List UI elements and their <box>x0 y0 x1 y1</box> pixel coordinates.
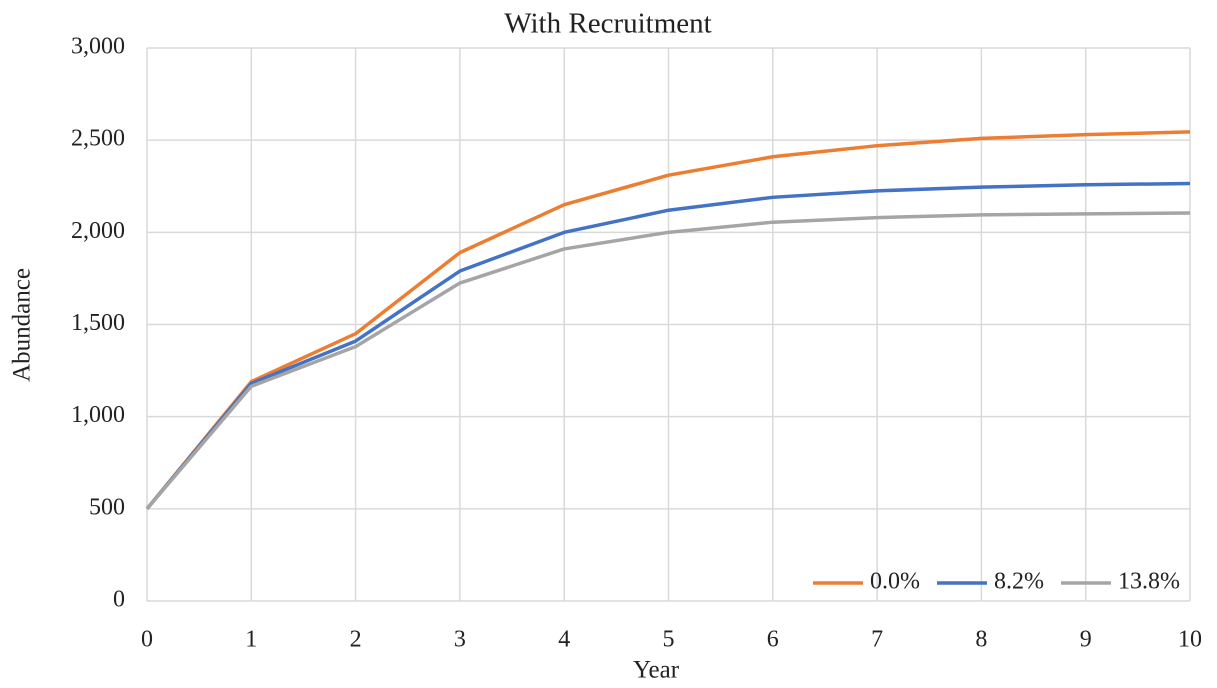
y-tick-label: 1,500 <box>71 310 125 336</box>
data-line <box>145 130 1191 510</box>
y-tick-label: 1,000 <box>71 402 125 428</box>
chart-title: With Recruitment <box>504 8 711 40</box>
legend-label: 13.8% <box>1118 569 1180 595</box>
x-tick-label: 10 <box>1178 627 1202 653</box>
y-tick-label: 3,000 <box>71 34 125 60</box>
data-line <box>145 181 1191 510</box>
x-tick-label: 2 <box>350 627 362 653</box>
x-tick-label: 8 <box>975 627 987 653</box>
x-tick-label: 0 <box>141 627 153 653</box>
x-tick-label: 3 <box>454 627 466 653</box>
y-tick-label: 2,500 <box>71 126 125 152</box>
x-tick-label: 9 <box>1080 627 1092 653</box>
y-tick-label: 0 <box>113 587 125 613</box>
y-tick-label: 500 <box>89 494 125 520</box>
legend-label: 8.2% <box>994 569 1044 595</box>
y-tick-label: 2,000 <box>71 218 125 244</box>
y-axis-label: Abundance <box>9 268 36 382</box>
x-tick-label: 4 <box>558 627 570 653</box>
x-axis-label: Year <box>633 657 680 684</box>
data-line <box>145 211 1191 510</box>
x-tick-label: 6 <box>767 627 779 653</box>
legend-label: 0.0% <box>870 569 920 595</box>
x-tick-label: 7 <box>871 627 883 653</box>
x-tick-label: 1 <box>245 627 257 653</box>
x-tick-label: 5 <box>663 627 675 653</box>
